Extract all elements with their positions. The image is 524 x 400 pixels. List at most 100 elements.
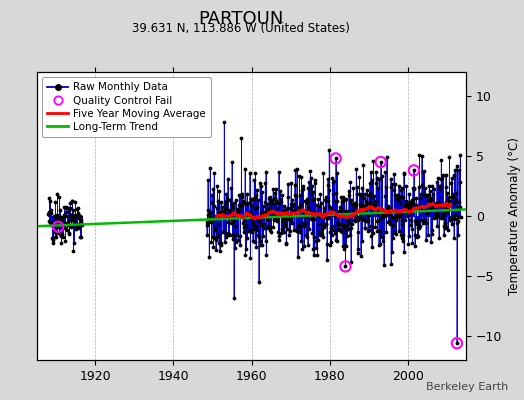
Point xyxy=(243,212,251,218)
Point xyxy=(261,169,270,175)
Point xyxy=(310,196,319,202)
Point xyxy=(285,212,293,218)
Point xyxy=(361,225,369,232)
Point xyxy=(298,246,307,252)
Point xyxy=(447,175,456,181)
Point xyxy=(56,206,64,213)
Point xyxy=(388,181,396,188)
Point xyxy=(294,226,303,233)
Point xyxy=(309,246,318,252)
Point xyxy=(438,212,446,218)
Point xyxy=(53,212,61,218)
Point xyxy=(311,180,319,186)
Point xyxy=(49,239,57,246)
Point xyxy=(374,210,382,216)
Point xyxy=(396,199,405,206)
Point xyxy=(337,194,345,200)
Point xyxy=(306,168,314,175)
Point xyxy=(361,225,369,232)
Point xyxy=(357,203,365,210)
Point xyxy=(46,219,54,226)
Text: Berkeley Earth: Berkeley Earth xyxy=(426,382,508,392)
Point xyxy=(334,226,343,233)
Point xyxy=(387,260,395,267)
Point xyxy=(300,210,309,216)
Point xyxy=(412,195,420,201)
Point xyxy=(45,218,53,224)
Point xyxy=(263,200,271,207)
Point xyxy=(325,212,334,218)
Point xyxy=(388,214,397,220)
Point xyxy=(394,192,402,198)
Point xyxy=(337,229,346,235)
Point xyxy=(438,213,446,220)
Point xyxy=(414,184,423,190)
Point xyxy=(427,196,435,202)
Point xyxy=(57,232,65,239)
Point xyxy=(319,221,327,228)
Point xyxy=(214,198,223,204)
Point xyxy=(254,214,263,220)
Point xyxy=(203,207,212,213)
Point xyxy=(452,196,460,203)
Point xyxy=(302,208,311,214)
Point xyxy=(222,231,231,238)
Point xyxy=(405,202,413,208)
Point xyxy=(56,214,64,220)
Point xyxy=(67,212,75,218)
Point xyxy=(263,216,271,222)
Point xyxy=(431,202,439,209)
Point xyxy=(312,238,320,244)
Point xyxy=(71,212,79,218)
Point xyxy=(230,215,238,222)
Point xyxy=(439,172,447,178)
Point xyxy=(257,242,266,248)
Point xyxy=(421,185,430,192)
Point xyxy=(266,194,274,200)
Point xyxy=(267,224,276,230)
Point xyxy=(336,210,344,216)
Point xyxy=(66,207,74,213)
Point xyxy=(392,196,400,203)
Point xyxy=(417,191,425,197)
Point xyxy=(61,224,70,231)
Point xyxy=(408,197,416,204)
Point xyxy=(378,173,387,179)
Point xyxy=(375,176,383,182)
Point xyxy=(453,220,462,226)
Point xyxy=(358,216,367,223)
Point xyxy=(220,205,228,211)
Point xyxy=(368,177,376,183)
Point xyxy=(430,204,438,210)
Point xyxy=(238,190,246,197)
Point xyxy=(268,197,276,203)
Point xyxy=(441,199,450,206)
Point xyxy=(246,209,255,216)
Point xyxy=(365,226,374,233)
Point xyxy=(215,210,223,216)
Point xyxy=(302,200,311,206)
Point xyxy=(338,207,346,213)
Point xyxy=(252,244,260,250)
Point xyxy=(411,205,420,211)
Point xyxy=(72,226,80,232)
Point xyxy=(332,190,341,196)
Point xyxy=(325,146,333,153)
Point xyxy=(408,226,416,232)
Point xyxy=(309,234,318,241)
Point xyxy=(269,210,277,216)
Point xyxy=(341,263,350,270)
Point xyxy=(443,190,452,196)
Point xyxy=(379,212,387,218)
Point xyxy=(305,209,314,215)
Point xyxy=(418,182,427,188)
Point xyxy=(373,218,381,224)
Point xyxy=(267,229,275,236)
Point xyxy=(226,214,235,220)
Point xyxy=(420,216,429,223)
Point xyxy=(222,198,230,205)
Point xyxy=(368,202,377,208)
Point xyxy=(237,202,246,208)
Point xyxy=(245,212,253,219)
Point xyxy=(62,226,71,233)
